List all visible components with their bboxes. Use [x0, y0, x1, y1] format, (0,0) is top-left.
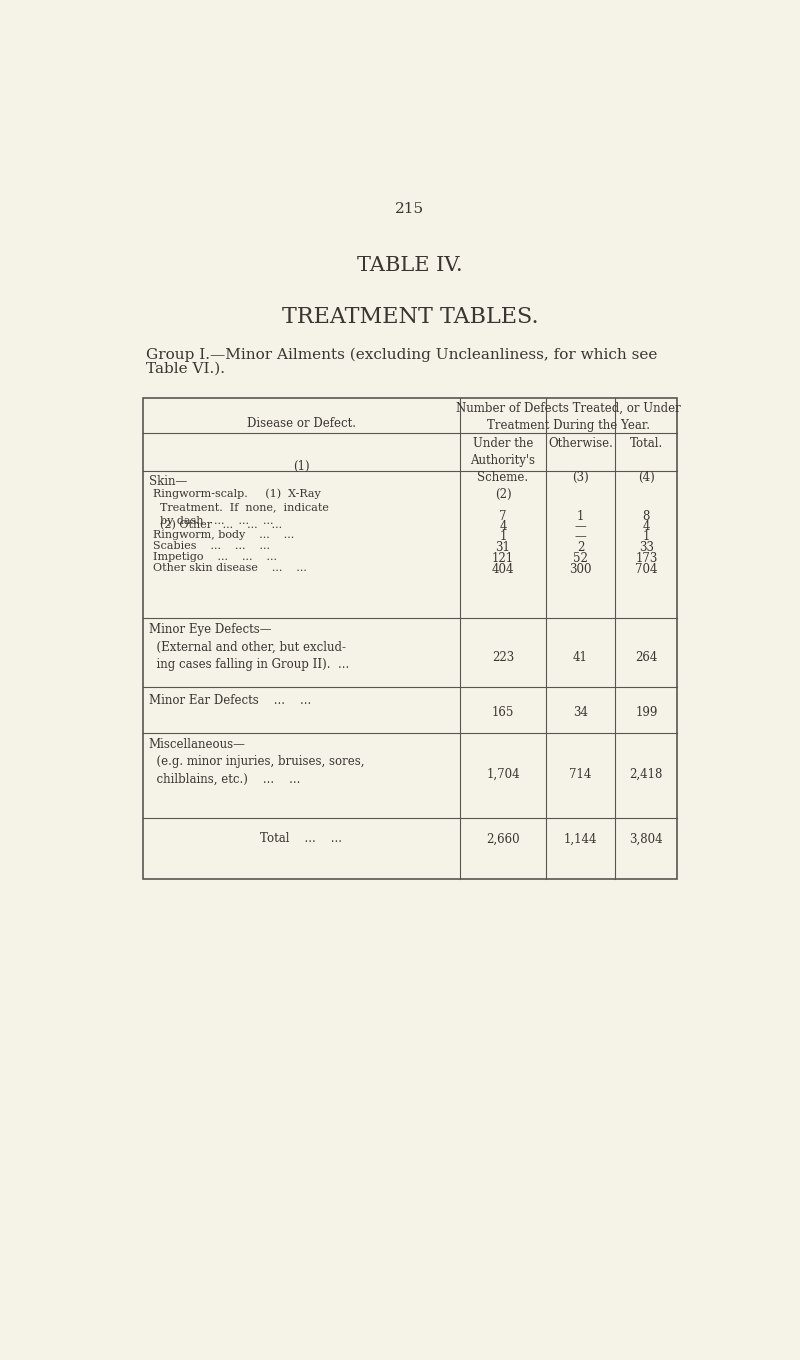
Text: Impetigo    ...    ...    ...: Impetigo ... ... ... — [154, 552, 278, 562]
Text: Disease or Defect.: Disease or Defect. — [247, 418, 356, 430]
Text: —: — — [574, 520, 586, 533]
Text: 41: 41 — [573, 650, 588, 664]
Text: 31: 31 — [495, 541, 510, 555]
Text: TABLE IV.: TABLE IV. — [357, 256, 463, 275]
Text: 4: 4 — [642, 520, 650, 533]
Text: 4: 4 — [499, 520, 506, 533]
Text: 1,704: 1,704 — [486, 767, 520, 781]
Text: Ringworm-scalp.     (1)  X-Ray
  Treatment.  If  none,  indicate
  by dash   ...: Ringworm-scalp. (1) X-Ray Treatment. If … — [154, 488, 330, 526]
Text: 52: 52 — [573, 552, 588, 564]
Text: 199: 199 — [635, 706, 658, 719]
Text: 264: 264 — [635, 650, 658, 664]
Text: Minor Ear Defects    ...    ...: Minor Ear Defects ... ... — [149, 695, 311, 707]
Text: Minor Eye Defects—
  (External and other, but exclud-
  ing cases falling in Gro: Minor Eye Defects— (External and other, … — [149, 623, 349, 670]
Text: Total    ...    ...: Total ... ... — [261, 831, 342, 845]
Text: 2: 2 — [577, 541, 584, 555]
Text: 223: 223 — [492, 650, 514, 664]
Text: 404: 404 — [492, 563, 514, 575]
Text: 173: 173 — [635, 552, 658, 564]
Text: 1: 1 — [642, 530, 650, 544]
Text: 300: 300 — [570, 563, 592, 575]
Text: Scabies    ...    ...    ...: Scabies ... ... ... — [154, 541, 270, 551]
Text: Table VI.).: Table VI.). — [146, 362, 226, 375]
Text: 1: 1 — [499, 530, 506, 544]
Text: Under the
Authority's
Scheme.
(2): Under the Authority's Scheme. (2) — [470, 437, 535, 500]
Text: 2,660: 2,660 — [486, 834, 520, 846]
Text: 8: 8 — [642, 510, 650, 522]
Text: 34: 34 — [573, 706, 588, 719]
Text: TREATMENT TABLES.: TREATMENT TABLES. — [282, 306, 538, 328]
Text: Skin—: Skin— — [149, 475, 187, 488]
Text: 7: 7 — [499, 510, 506, 522]
Text: 121: 121 — [492, 552, 514, 564]
Text: 215: 215 — [395, 201, 425, 216]
Text: (1): (1) — [293, 460, 310, 473]
Text: 1,144: 1,144 — [564, 834, 598, 846]
Text: 2,418: 2,418 — [630, 767, 663, 781]
Text: Group I.—Minor Ailments (excluding Uncleanliness, for which see: Group I.—Minor Ailments (excluding Uncle… — [146, 348, 658, 362]
Text: 3,804: 3,804 — [630, 834, 663, 846]
Text: Miscellaneous—
  (e.g. minor injuries, bruises, sores,
  chilblains, etc.)    ..: Miscellaneous— (e.g. minor injuries, bru… — [149, 737, 364, 786]
Text: 1: 1 — [577, 510, 584, 522]
Text: 714: 714 — [570, 767, 592, 781]
Text: Other skin disease    ...    ...: Other skin disease ... ... — [154, 563, 307, 573]
Text: 165: 165 — [492, 706, 514, 719]
Text: 33: 33 — [639, 541, 654, 555]
Text: Otherwise.

(3): Otherwise. (3) — [548, 437, 613, 484]
Text: (2) Other   ...    ...    ...: (2) Other ... ... ... — [154, 520, 282, 530]
Text: Total.

(4): Total. (4) — [630, 437, 663, 484]
Text: Number of Defects Treated, or Under
Treatment During the Year.: Number of Defects Treated, or Under Trea… — [457, 403, 682, 432]
Text: Ringworm, body    ...    ...: Ringworm, body ... ... — [154, 530, 294, 540]
Text: 704: 704 — [635, 563, 658, 575]
Text: —: — — [574, 530, 586, 544]
Bar — [142, 398, 678, 880]
